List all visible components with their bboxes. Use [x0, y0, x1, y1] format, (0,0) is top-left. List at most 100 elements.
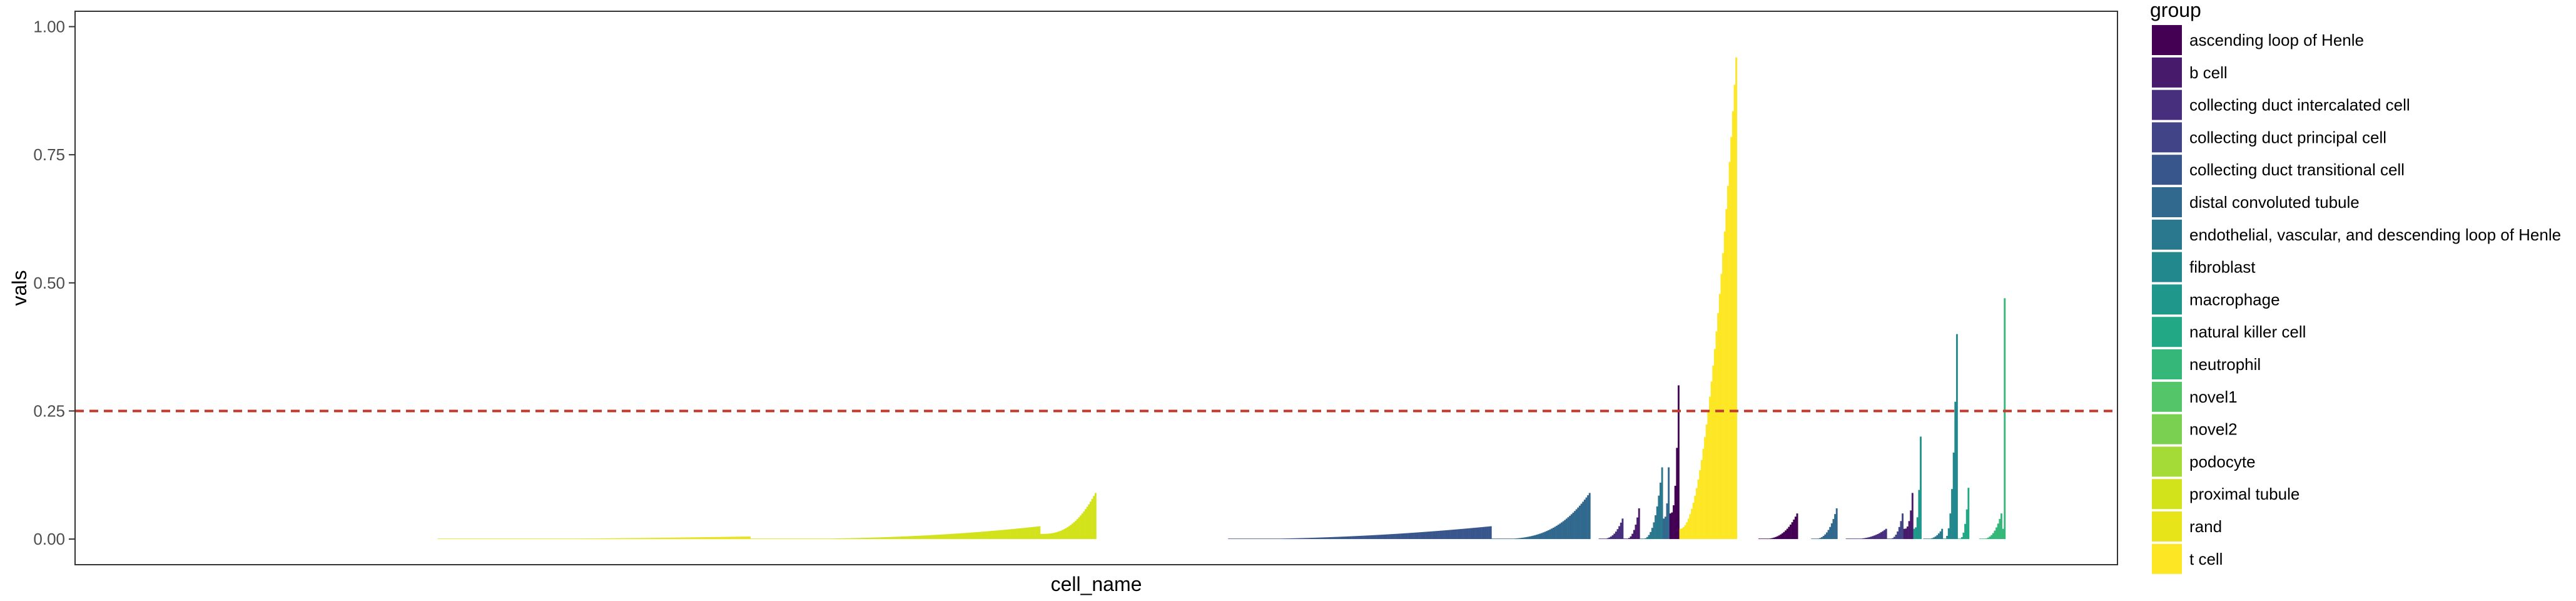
- bar-0-28: [484, 538, 485, 540]
- bar-0-81: [570, 538, 573, 540]
- bar-0-171: [719, 537, 721, 540]
- bar-2-2: [1043, 533, 1046, 540]
- bar-4-28: [1538, 534, 1540, 540]
- bar-17-3: [1928, 538, 1930, 540]
- bar-1-9: [765, 538, 768, 540]
- bar-0-62: [539, 538, 542, 540]
- bar-13-21: [1880, 532, 1882, 540]
- bar-4-54: [1580, 503, 1583, 540]
- bar-0-8: [450, 538, 453, 540]
- bar-3-37: [1289, 538, 1291, 540]
- bar-1-157: [1008, 529, 1011, 540]
- bar-0-109: [617, 538, 619, 540]
- bar-1-104: [921, 535, 924, 540]
- bar-1-118: [945, 534, 947, 540]
- bar-0-156: [694, 537, 696, 540]
- bar-1-4: [757, 538, 759, 540]
- bar-4-17: [1519, 538, 1522, 540]
- bar-0-32: [490, 538, 492, 540]
- bar-7-6: [1650, 532, 1652, 540]
- bar-0-134: [658, 538, 660, 540]
- bar-0-103: [607, 538, 609, 540]
- legend-key-2: [2152, 90, 2182, 120]
- bar-14-5: [1895, 535, 1897, 540]
- bar-4-15: [1516, 538, 1518, 540]
- bar-4-47: [1569, 515, 1571, 540]
- bar-6-6: [1633, 530, 1635, 540]
- bar-0-173: [722, 537, 724, 540]
- bar-0-101: [604, 538, 606, 540]
- bar-20-9: [1994, 530, 1996, 540]
- bar-7-11: [1658, 495, 1660, 540]
- bar-3-89: [1374, 535, 1377, 540]
- bar-6-2: [1626, 538, 1629, 540]
- bar-0-41: [505, 538, 507, 540]
- bar-0-163: [706, 537, 708, 540]
- bar-0-33: [492, 538, 494, 540]
- bar-1-145: [989, 531, 991, 540]
- bar-3-124: [1432, 531, 1434, 540]
- bar-4-30: [1541, 533, 1543, 540]
- bar-0-131: [653, 538, 656, 540]
- bar-4-51: [1575, 509, 1578, 540]
- legend-items: ascending loop of Henle b cell collecting …: [2152, 25, 2561, 574]
- bar-0-68: [549, 538, 552, 540]
- bar-10-21: [1713, 349, 1716, 540]
- bar-1-48: [829, 538, 831, 540]
- bar-1-130: [964, 533, 966, 540]
- bar-0-147: [679, 537, 682, 540]
- bar-3-128: [1439, 530, 1441, 540]
- bar-0-51: [521, 538, 524, 540]
- bar-3-46: [1304, 538, 1306, 540]
- bar-1-140: [981, 532, 983, 540]
- legend-label-8: macrophage: [2189, 290, 2280, 309]
- bar-3-77: [1354, 536, 1357, 540]
- bar-1-28: [796, 538, 799, 540]
- bar-6-1: [1625, 538, 1627, 540]
- bar-5-8: [1611, 535, 1614, 540]
- bar-4-57: [1585, 497, 1588, 540]
- bar-1-44: [823, 538, 825, 540]
- bar-9-1: [1671, 512, 1673, 540]
- legend-label-14: proximal tubule: [2189, 485, 2300, 503]
- bar-1-1: [752, 538, 754, 540]
- bar-0-189: [748, 536, 751, 540]
- bar-3-123: [1431, 531, 1433, 540]
- bar-10-33: [1733, 85, 1736, 540]
- bar-4-44: [1564, 520, 1566, 540]
- bar-1-84: [888, 537, 891, 540]
- bar-4-29: [1539, 533, 1541, 540]
- bar-3-129: [1440, 530, 1443, 540]
- bar-0-13: [459, 538, 461, 540]
- bar-1-53: [838, 538, 839, 540]
- bar-4-37: [1552, 527, 1554, 540]
- bar-1-117: [943, 534, 945, 540]
- bar-4-38: [1554, 527, 1556, 540]
- bar-11-21: [1793, 519, 1795, 540]
- bar-0-119: [633, 538, 636, 540]
- bar-1-155: [1005, 529, 1008, 540]
- bar-0-82: [572, 538, 575, 540]
- bar-3-4: [1234, 538, 1237, 540]
- bar-0-85: [577, 538, 579, 540]
- legend-key-13: [2152, 446, 2182, 477]
- bar-3-99: [1391, 534, 1393, 540]
- bar-1-14: [773, 538, 776, 540]
- bar-1-100: [915, 536, 917, 540]
- bar-3-72: [1346, 536, 1349, 540]
- bar-5-13: [1620, 522, 1622, 540]
- bar-0-157: [696, 537, 698, 540]
- bar-3-125: [1434, 531, 1436, 540]
- bar-2-6: [1050, 533, 1052, 540]
- bar-7-13: [1661, 467, 1663, 540]
- bar-20-13: [2000, 513, 2002, 540]
- legend-key-11: [2152, 381, 2182, 412]
- bar-3-42: [1297, 538, 1299, 540]
- bar-4-41: [1559, 523, 1561, 540]
- bar-1-124: [955, 533, 956, 540]
- bar-0-100: [602, 538, 604, 540]
- bar-3-155: [1483, 527, 1486, 540]
- bar-12-0: [1811, 538, 1813, 540]
- bar-3-45: [1302, 538, 1304, 540]
- legend-label-0: ascending loop of Henle: [2189, 31, 2364, 49]
